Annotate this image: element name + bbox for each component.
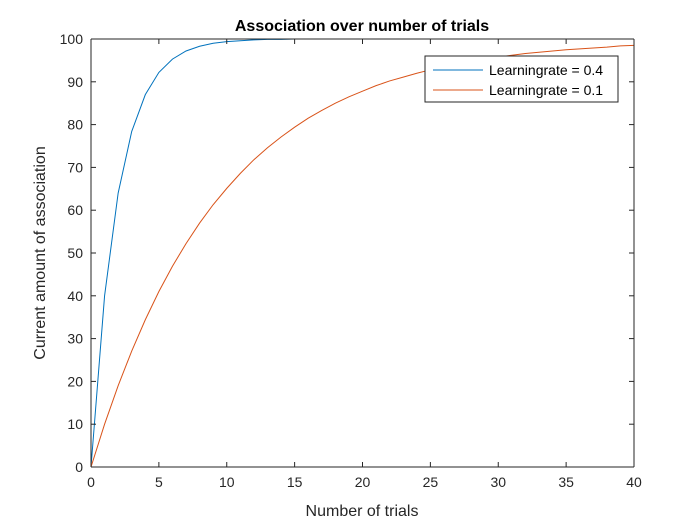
plot-area: 0 5 10 15 20 25 30 35 40 0 10 20 30 40 50 60 70 80 90 100 <box>60 31 642 490</box>
y-tick-label: 50 <box>67 245 83 261</box>
x-tick-label: 35 <box>558 474 574 490</box>
x-tick-label: 40 <box>626 474 642 490</box>
y-tick-label: 10 <box>67 416 83 432</box>
chart-title: Association over number of trials <box>235 18 489 35</box>
y-tick-label: 100 <box>60 31 84 47</box>
y-tick-label: 80 <box>67 117 83 133</box>
x-tick-label: 30 <box>490 474 506 490</box>
legend-label-1: Learningrate = 0.4 <box>489 62 603 78</box>
y-tick-label: 90 <box>67 74 83 90</box>
x-tick-label: 20 <box>355 474 371 490</box>
legend-box <box>424 55 619 103</box>
x-tick-label: 5 <box>155 474 163 490</box>
y-tick-label: 0 <box>75 459 83 475</box>
x-tick-label: 10 <box>219 474 235 490</box>
plot-background <box>91 39 634 467</box>
x-axis-label: Number of trials <box>306 503 419 520</box>
x-tick-label: 25 <box>423 474 439 490</box>
legend: Learningrate = 0.4 Learningrate = 0.1 <box>424 55 619 103</box>
legend-label-2: Learningrate = 0.1 <box>489 82 603 98</box>
y-tick-label: 40 <box>67 288 83 304</box>
y-tick-label: 30 <box>67 331 83 347</box>
y-tick-label: 60 <box>67 202 83 218</box>
y-axis-label: Current amount of association <box>32 146 49 359</box>
x-tick-label: 15 <box>287 474 303 490</box>
y-tick-label: 70 <box>67 159 83 175</box>
x-tick-label: 0 <box>87 474 95 490</box>
series-line-2 <box>90 44 635 468</box>
y-tick-label: 20 <box>67 373 83 389</box>
